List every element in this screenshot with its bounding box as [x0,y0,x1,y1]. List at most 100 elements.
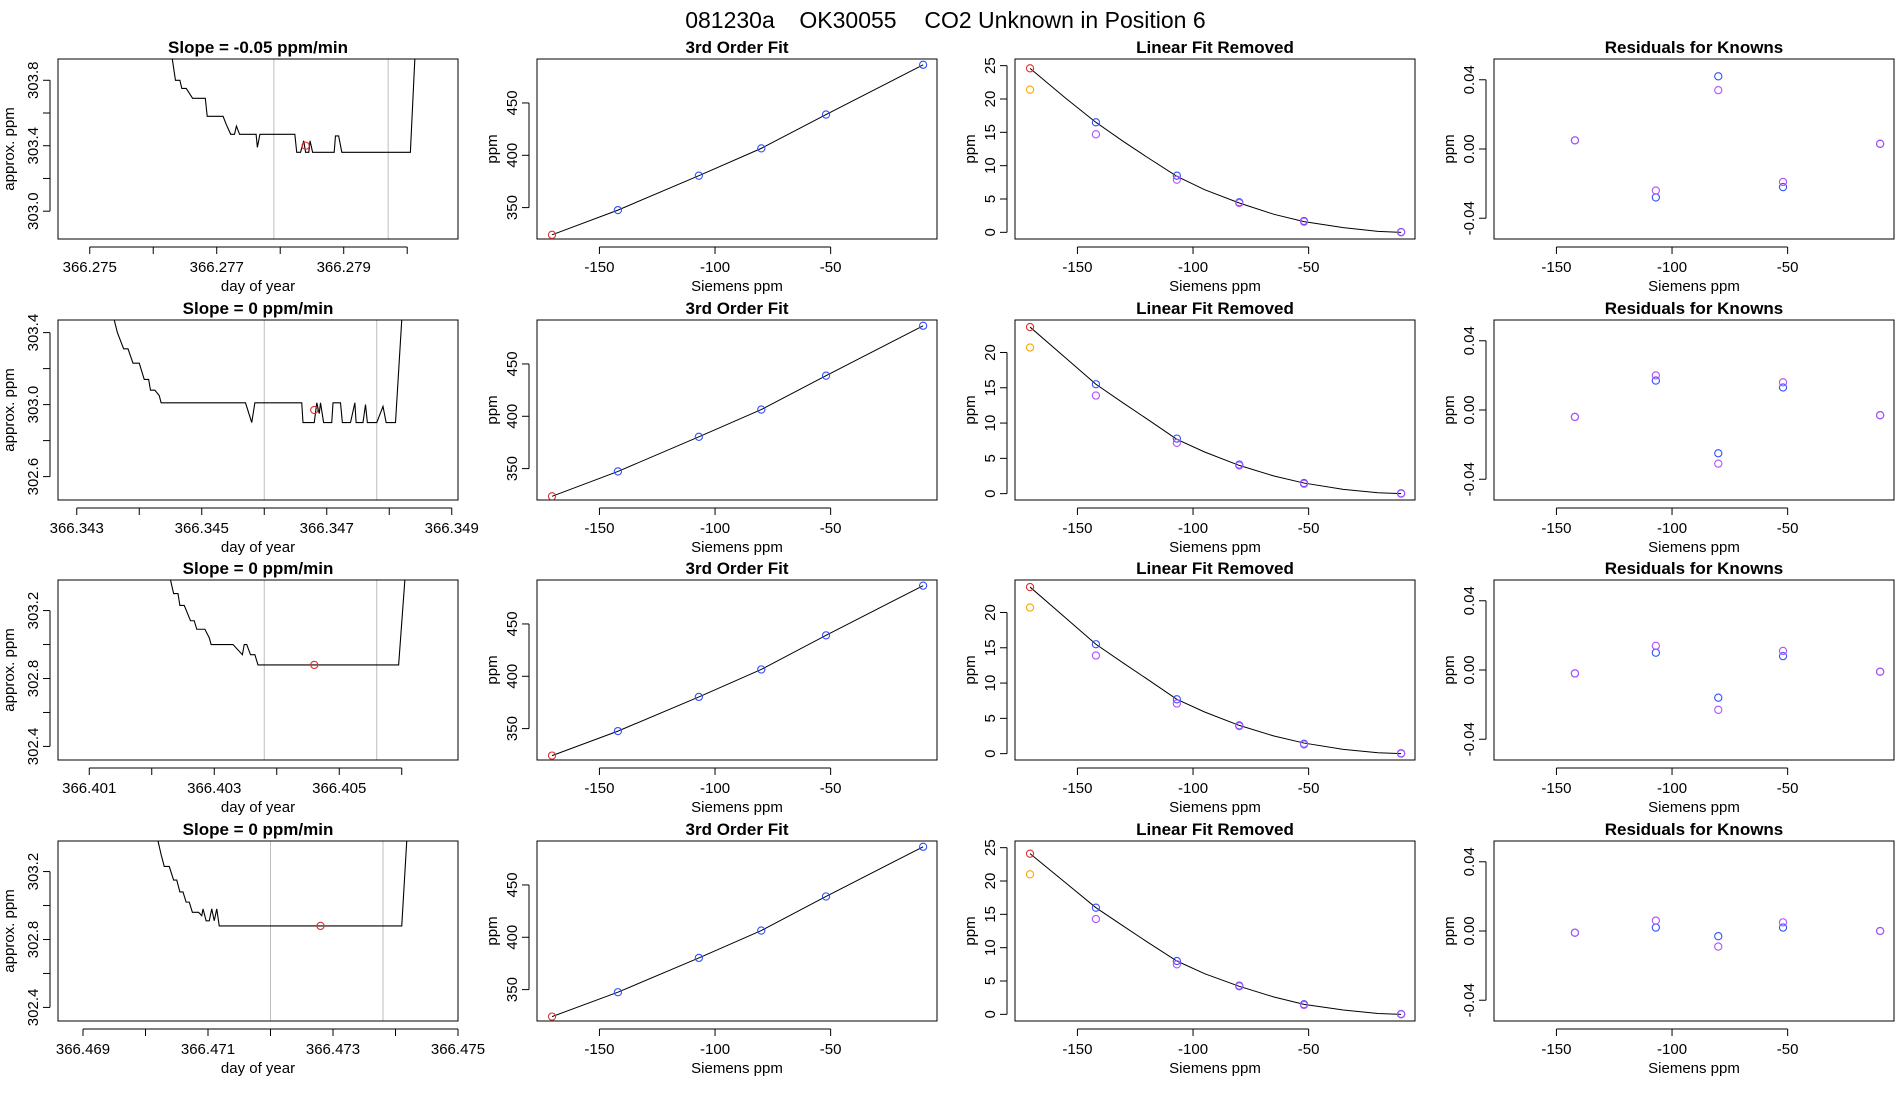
y-tick-label: 0.04 [1461,586,1478,615]
y-tick-label: 350 [504,195,521,220]
data-point [1651,186,1660,195]
data-point [694,432,703,441]
data-point [1091,380,1101,389]
data-point [613,988,623,997]
y-tick-label: 302.4 [25,728,42,766]
y-tick-label: -0.04 [1461,462,1478,496]
panel-title: 3rd Order Fit [686,559,789,578]
y-axis-label: approx. ppm [1,628,18,711]
fit-curve [551,846,924,1018]
data-point [1091,640,1101,649]
fit-curve [551,325,924,497]
data-point [1172,960,1181,969]
data-point [1714,942,1723,951]
plot-area [171,59,416,153]
data-point [613,726,623,736]
x-tick-label: -100 [1657,259,1687,276]
x-tick-label: -50 [1777,259,1799,276]
plot-area [1025,582,1406,758]
data-point [1396,489,1406,498]
plot-area [547,60,928,239]
x-tick-label: -50 [820,1041,842,1058]
plot-frame [1493,58,1895,240]
x-axis: 366.401 366.403 366.405 day of year [62,767,403,816]
x-tick-label: -150 [1541,520,1571,537]
x-axis-label: Siemens ppm [1169,799,1261,816]
y-tick-label: 25 [982,839,999,856]
data-point [310,660,319,670]
data-point [1651,371,1660,380]
data-point [547,1012,557,1021]
y-tick-label: 303.0 [25,386,42,424]
plot-area [1025,849,1406,1019]
concentration-trace [113,320,403,424]
plot-frame [536,579,938,761]
plot-frame [1014,58,1416,240]
plot-area [169,580,406,670]
x-tick-label: -50 [1298,780,1320,797]
y-axis: 0 5 10 15 20 25 ppm [962,839,1008,1019]
y-tick-label: 0 [982,228,999,236]
panel-title: Slope = -0.05 ppm/min [168,38,348,57]
concentration-trace [169,580,406,666]
data-point [918,321,928,330]
data-point [1172,171,1181,180]
panel-linear-removed-row-2: Linear Fit Removed -150 -100 -50 Siemens ppm… [962,299,1416,556]
y-axis-label: approx. ppm [1,107,18,190]
x-tick-label: -50 [1777,1041,1799,1058]
x-axis: -150 -100 -50 Siemens ppm [1541,246,1799,295]
y-tick-label: 450 [504,351,521,376]
panel-title: Linear Fit Removed [1136,38,1294,57]
x-tick-label: 366.275 [63,259,117,276]
data-point [1025,64,1035,73]
data-point [301,141,310,150]
data-point [757,665,766,674]
panel-residuals-row-3: Residuals for Knowns -150 -100 -50 Siemens p… [1441,559,1895,816]
fit-curve [1029,586,1402,755]
y-axis: -0.04 0.00 0.04 ppm [1441,847,1487,1017]
data-point [1778,918,1788,927]
data-point [1570,412,1580,422]
x-tick-label: -100 [1178,1041,1208,1058]
y-tick-label: -0.04 [1461,201,1478,235]
fit-curve [1029,853,1402,1015]
x-tick-label: -50 [1298,1041,1320,1058]
y-axis-label: ppm [1441,916,1458,945]
y-tick-label: 0.00 [1461,916,1478,945]
y-tick-label: 20 [982,873,999,890]
x-tick-label: 366.473 [306,1041,360,1058]
data-point [1651,648,1660,657]
y-axis: 350 400 450 ppm [484,90,530,220]
plot-area [547,581,928,760]
plot-area [547,842,928,1021]
panel-title: Residuals for Knowns [1605,299,1784,318]
y-axis: 350 400 450 ppm [484,611,530,741]
plot-area [547,321,928,500]
y-axis-label: ppm [1441,134,1458,163]
data-point [1570,669,1580,678]
plot-frame [57,579,459,761]
data-point [1172,434,1181,443]
panel-linear-removed-row-3: Linear Fit Removed -150 -100 -50 Siemens ppm… [962,559,1416,816]
panel-title: 3rd Order Fit [686,38,789,57]
data-point [1172,956,1181,966]
data-point [1875,139,1885,148]
plot-frame [536,58,938,240]
data-point [1299,740,1309,749]
plot-area [1025,64,1406,237]
x-tick-label: -50 [820,259,842,276]
panel-title: Slope = 0 ppm/min [183,559,334,578]
x-tick-label: -100 [700,520,730,537]
data-point [1091,914,1101,924]
data-point [1172,438,1181,447]
fit-curve [1029,326,1402,495]
panel-cubic-fit-row-1: 3rd Order Fit -150 -100 -50 Siemens ppm 350 40… [484,38,938,295]
data-point [1091,903,1101,912]
x-tick-label: -150 [1541,259,1571,276]
y-tick-label: 350 [504,716,521,741]
data-point [1651,923,1660,932]
panel-cubic-fit-row-4: 3rd Order Fit -150 -100 -50 Siemens ppm 350 40… [484,820,938,1077]
x-tick-label: 366.345 [175,520,229,537]
